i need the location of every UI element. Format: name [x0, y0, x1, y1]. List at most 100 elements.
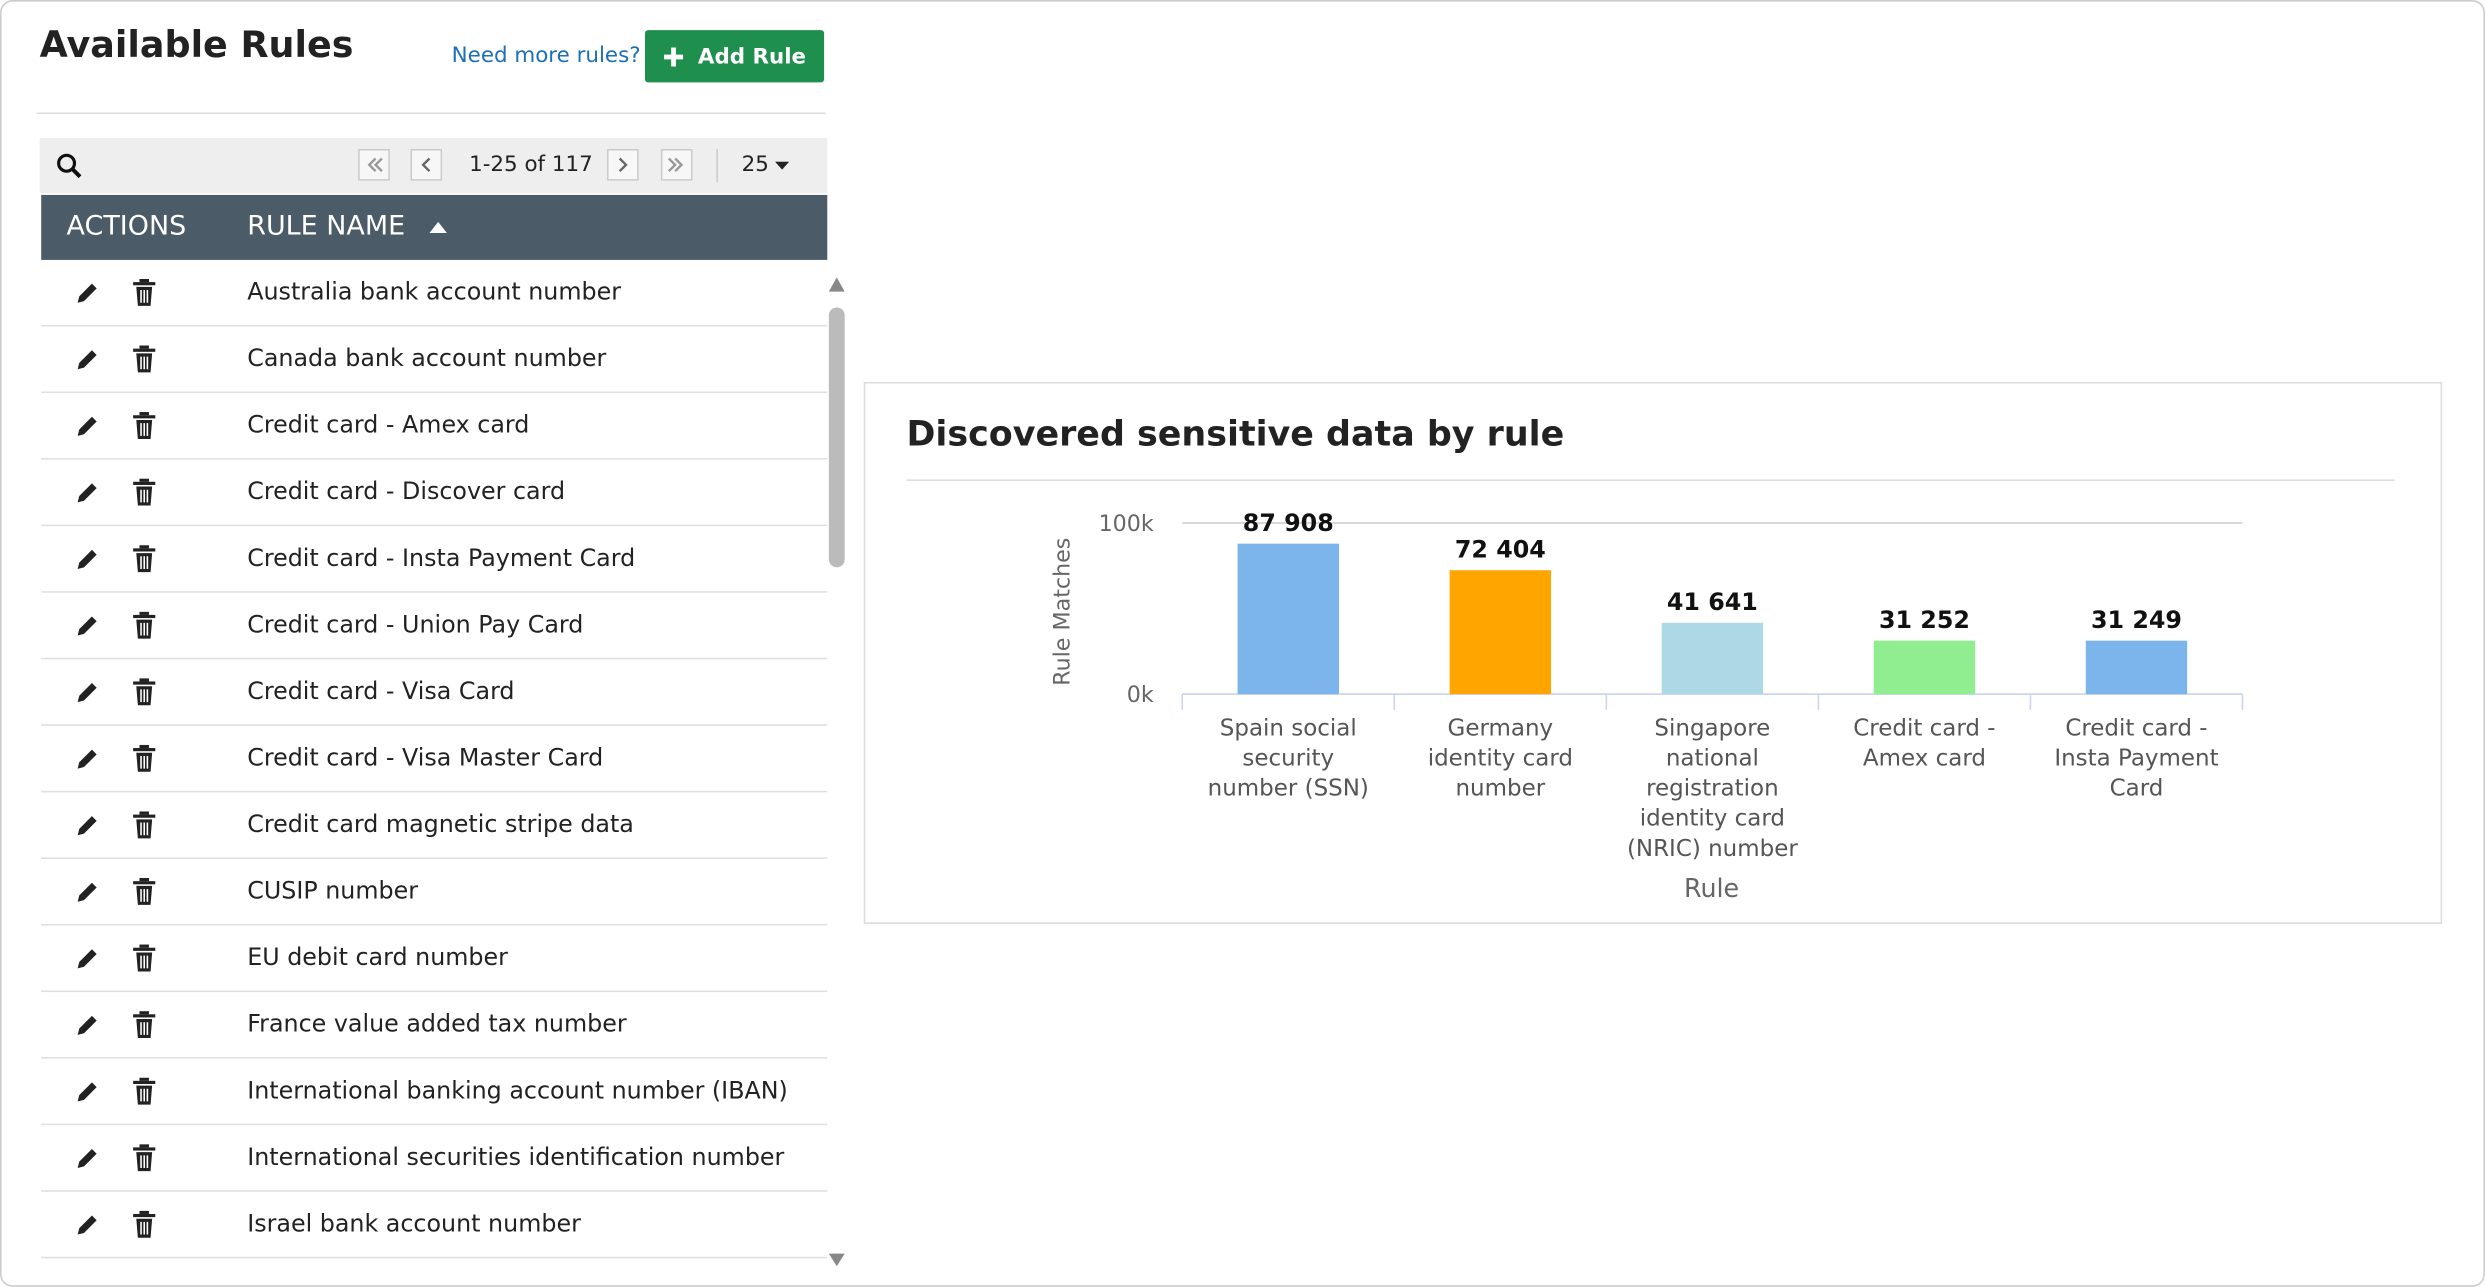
x-tick-label: Credit card -Insta Payment Card: [2054, 715, 2218, 801]
search-icon[interactable]: [55, 152, 84, 181]
delete-icon[interactable]: [132, 1144, 157, 1173]
data-label: 87 908: [1243, 509, 1334, 537]
edit-icon[interactable]: [73, 1011, 102, 1040]
y-tick-label: 100k: [1099, 511, 1154, 537]
edit-icon[interactable]: [73, 1144, 102, 1173]
delete-icon[interactable]: [132, 1011, 157, 1040]
delete-icon[interactable]: [132, 345, 157, 374]
delete-icon[interactable]: [132, 611, 157, 641]
edit-icon[interactable]: [73, 1078, 102, 1107]
delete-icon[interactable]: [132, 1210, 157, 1240]
x-tick-label: Singapore national registration identity ca…: [1627, 715, 1798, 861]
x-axis-label: Rule: [1684, 873, 1739, 903]
table-row: International securities identification …: [41, 1125, 828, 1192]
edit-icon[interactable]: [73, 545, 102, 574]
table-row: Credit card - Discover card: [41, 460, 828, 527]
rule-name: France value added tax number: [247, 1009, 627, 1039]
scrollbar[interactable]: [827, 273, 846, 1268]
edit-icon[interactable]: [73, 745, 102, 774]
rule-name: Credit card - Amex card: [247, 410, 530, 439]
rule-name: Credit card - Visa Master Card: [247, 743, 604, 772]
rule-name: Credit card - Union Pay Card: [247, 610, 584, 639]
delete-icon[interactable]: [132, 412, 157, 441]
edit-icon[interactable]: [73, 1211, 102, 1240]
add-rule-button[interactable]: Add Rule: [645, 30, 825, 83]
table-row: International banking account number (IB…: [41, 1059, 828, 1126]
edit-icon[interactable]: [73, 878, 102, 907]
column-header[interactable]: RULE NAME: [247, 210, 406, 243]
bar: [1873, 640, 1976, 695]
rule-name: Credit card - Insta Payment Card: [247, 543, 636, 573]
rule-name: Credit card - Discover card: [247, 477, 566, 506]
edit-icon[interactable]: [73, 945, 102, 974]
table-row: Australia bank account number: [41, 260, 828, 327]
plus-icon: [664, 46, 684, 66]
delete-icon[interactable]: [132, 478, 157, 508]
next-page[interactable]: [606, 148, 639, 181]
x-tick-label: Credit card -Amex card: [1853, 715, 1995, 771]
table-header: ACTIONS RULE NAME: [41, 194, 828, 260]
delete-icon[interactable]: [132, 1077, 157, 1107]
panel-title: Available Rules: [39, 25, 354, 67]
edit-icon[interactable]: [73, 678, 102, 707]
separator: [716, 148, 718, 183]
sort-icon: [429, 221, 447, 233]
data-label: 41 641: [1667, 588, 1758, 616]
rule-name: Credit card magnetic stripe data: [247, 809, 634, 839]
data-label: 31 249: [2091, 606, 2182, 634]
table-row: Credit card - Visa Master Card: [41, 726, 828, 793]
caret: [774, 161, 790, 170]
chart-title: Discovered sensitive data by rule: [907, 414, 1565, 454]
edit-icon[interactable]: [73, 412, 102, 441]
table-row: Canada bank account number: [41, 326, 828, 394]
table-row: France value added tax number: [41, 992, 828, 1059]
edit-icon[interactable]: [73, 345, 102, 374]
bar: [1237, 543, 1339, 695]
rule-name: Israel bank account number: [247, 1209, 581, 1238]
table-row: CUSIP number: [41, 859, 828, 926]
bar: [1449, 570, 1552, 695]
page-range: 1-25 of 117: [469, 152, 593, 178]
toolbar: [39, 137, 828, 194]
edit-icon[interactable]: [73, 479, 102, 508]
delete-icon[interactable]: [132, 944, 157, 974]
add-rule-label: Add Rule: [697, 43, 807, 69]
table-row: Credit card - Amex card: [41, 393, 828, 460]
delete-icon[interactable]: [132, 678, 157, 707]
delete-icon[interactable]: [132, 744, 157, 774]
data-label: 31 252: [1879, 606, 1970, 634]
y-tick-label: 0k: [1127, 682, 1154, 708]
last-page[interactable]: [660, 148, 693, 181]
more-rules-link[interactable]: Need more rules?: [451, 42, 641, 69]
divider: [36, 112, 826, 115]
delete-icon[interactable]: [132, 877, 157, 907]
table-row: Credit card magnetic stripe data: [41, 792, 828, 859]
page-size[interactable]: 25: [741, 152, 769, 178]
rule-name: International securities identification …: [247, 1142, 785, 1172]
rule-name: EU debit card number: [247, 942, 508, 972]
table-row: Credit card - Visa Card: [41, 659, 828, 726]
bar: [2085, 640, 2188, 695]
table-row: Credit card - Insta Payment Card: [41, 526, 828, 593]
rule-name: International banking account number (IB…: [247, 1076, 788, 1105]
x-tick-label: Spain social security number (SSN): [1208, 715, 1369, 801]
edit-icon[interactable]: [73, 811, 102, 840]
prev-page[interactable]: [410, 148, 443, 181]
table-row: Israel bank account number: [41, 1192, 828, 1259]
delete-icon[interactable]: [132, 811, 157, 840]
rule-name: Canada bank account number: [247, 343, 607, 373]
rule-name: Australia bank account number: [247, 277, 622, 306]
edit-icon[interactable]: [73, 279, 102, 308]
delete-icon[interactable]: [132, 278, 157, 308]
x-tick-label: Germany identity card number: [1428, 715, 1573, 801]
delete-icon[interactable]: [132, 545, 157, 574]
data-label: 72 404: [1455, 536, 1546, 564]
first-page[interactable]: [358, 148, 390, 181]
table-row: Credit card - Union Pay Card: [41, 593, 828, 660]
edit-icon[interactable]: [73, 612, 102, 641]
y-axis-label: Rule Matches: [1050, 538, 1076, 686]
